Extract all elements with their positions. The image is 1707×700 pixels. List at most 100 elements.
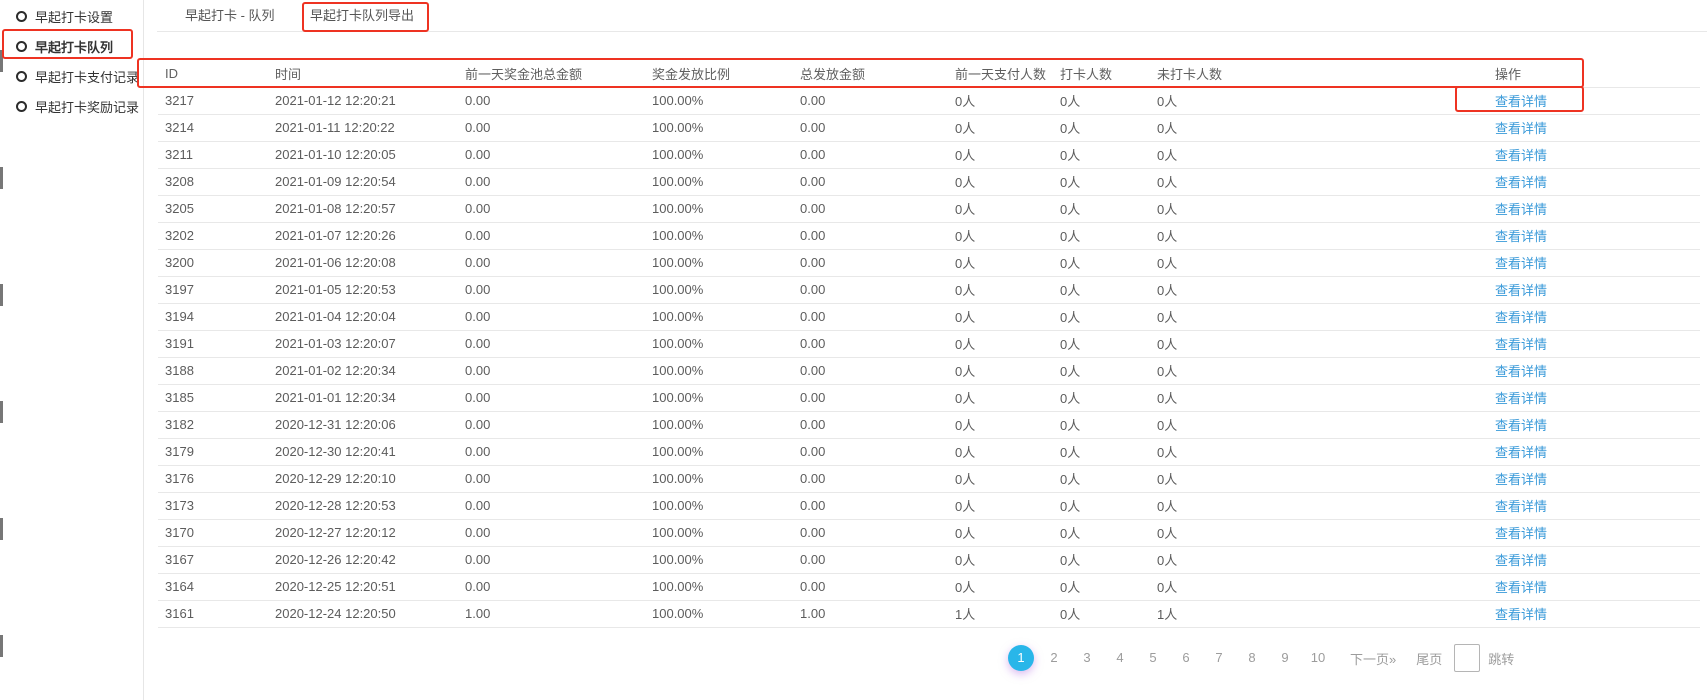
view-details-link[interactable]: 查看详情 [1495, 310, 1548, 325]
sidebar-item-label: 早起打卡设置 [35, 9, 114, 25]
view-details-link[interactable]: 查看详情 [1495, 499, 1548, 514]
left-edge-strip [0, 50, 3, 700]
page-number-1[interactable]: 1 [1008, 645, 1034, 671]
view-details-link[interactable]: 查看详情 [1495, 445, 1548, 460]
cell-unchecked: 0人 [1150, 492, 1488, 520]
sidebar-item-3[interactable]: 早起打卡奖励记录 [3, 91, 143, 121]
cell-id: 3191 [158, 330, 268, 358]
view-details-link[interactable]: 查看详情 [1495, 364, 1548, 379]
view-details-link[interactable]: 查看详情 [1495, 553, 1548, 568]
column-header: 奖金发放比例 [645, 60, 793, 88]
sidebar-item-1[interactable]: 早起打卡队列 [3, 31, 143, 61]
cell-ratio: 100.00% [645, 330, 793, 358]
view-details-link[interactable]: 查看详情 [1495, 472, 1548, 487]
view-details-link[interactable]: 查看详情 [1495, 256, 1548, 271]
cell-pool: 0.00 [458, 519, 645, 547]
page-number-6[interactable]: 6 [1182, 650, 1190, 665]
cell-action: 查看详情 [1488, 141, 1700, 169]
cell-total: 0.00 [793, 546, 948, 574]
view-details-link[interactable]: 查看详情 [1495, 391, 1548, 406]
cell-unchecked: 0人 [1150, 114, 1488, 142]
cell-pool: 0.00 [458, 168, 645, 196]
jump-page-input[interactable] [1454, 644, 1481, 672]
cell-total: 0.00 [793, 330, 948, 358]
jump-button[interactable]: 跳转 [1488, 651, 1515, 667]
cell-ratio: 100.00% [645, 222, 793, 250]
cell-pool: 0.00 [458, 87, 645, 115]
cell-paid: 0人 [948, 384, 1053, 412]
cell-pool: 0.00 [458, 465, 645, 493]
cell-total: 0.00 [793, 492, 948, 520]
cell-ratio: 100.00% [645, 87, 793, 115]
cell-time: 2020-12-26 12:20:42 [268, 546, 458, 574]
cell-action: 查看详情 [1488, 249, 1700, 277]
view-details-link[interactable]: 查看详情 [1495, 283, 1548, 298]
view-details-link[interactable]: 查看详情 [1495, 580, 1548, 595]
next-page-button[interactable]: 下一页» [1350, 651, 1397, 667]
cell-ratio: 100.00% [645, 168, 793, 196]
table-row: 3202 2021-01-07 12:20:26 0.00 100.00% 0.00 0人… [158, 222, 1700, 250]
page-number-4[interactable]: 4 [1116, 650, 1124, 665]
cell-id: 3205 [158, 195, 268, 223]
view-details-link[interactable]: 查看详情 [1495, 607, 1548, 622]
cell-ratio: 100.00% [645, 465, 793, 493]
page-number-8[interactable]: 8 [1248, 650, 1256, 665]
page-number-2[interactable]: 2 [1050, 650, 1058, 665]
table-row: 3208 2021-01-09 12:20:54 0.00 100.00% 0.00 0人… [158, 168, 1700, 196]
cell-time: 2020-12-31 12:20:06 [268, 411, 458, 439]
table-row: 3205 2021-01-08 12:20:57 0.00 100.00% 0.00 0人… [158, 195, 1700, 223]
cell-unchecked: 0人 [1150, 357, 1488, 385]
table-row: 3170 2020-12-27 12:20:12 0.00 100.00% 0.00 0人… [158, 519, 1700, 547]
cell-checked: 0人 [1053, 519, 1150, 547]
cell-action: 查看详情 [1488, 114, 1700, 142]
cell-id: 3202 [158, 222, 268, 250]
table-row: 3211 2021-01-10 12:20:05 0.00 100.00% 0.00 0人… [158, 141, 1700, 169]
page-number-5[interactable]: 5 [1149, 650, 1157, 665]
cell-total: 0.00 [793, 168, 948, 196]
page-number-9[interactable]: 9 [1281, 650, 1289, 665]
cell-action: 查看详情 [1488, 87, 1700, 115]
cell-checked: 0人 [1053, 222, 1150, 250]
cell-paid: 0人 [948, 357, 1053, 385]
radio-circle-icon [16, 100, 27, 112]
cell-ratio: 100.00% [645, 573, 793, 601]
cell-checked: 0人 [1053, 465, 1150, 493]
tab-underline [157, 31, 1707, 32]
view-details-link[interactable]: 查看详情 [1495, 418, 1548, 433]
view-details-link[interactable]: 查看详情 [1495, 148, 1548, 163]
cell-ratio: 100.00% [645, 195, 793, 223]
view-details-link[interactable]: 查看详情 [1495, 229, 1548, 244]
last-page-button[interactable]: 尾页 [1416, 651, 1443, 667]
cell-ratio: 100.00% [645, 384, 793, 412]
sidebar-item-0[interactable]: 早起打卡设置 [3, 1, 143, 31]
view-details-link[interactable]: 查看详情 [1495, 202, 1548, 217]
cell-pool: 0.00 [458, 492, 645, 520]
cell-checked: 0人 [1053, 249, 1150, 277]
column-header: ID [158, 60, 268, 88]
view-details-link[interactable]: 查看详情 [1495, 94, 1548, 109]
table-row: 3200 2021-01-06 12:20:08 0.00 100.00% 0.00 0人… [158, 249, 1700, 277]
sidebar-item-2[interactable]: 早起打卡支付记录 [3, 61, 143, 91]
cell-action: 查看详情 [1488, 276, 1700, 304]
cell-unchecked: 0人 [1150, 195, 1488, 223]
cell-id: 3197 [158, 276, 268, 304]
page-number-3[interactable]: 3 [1083, 650, 1091, 665]
tab-queue-export[interactable]: 早起打卡队列导出 [310, 8, 415, 23]
cell-paid: 0人 [948, 195, 1053, 223]
cell-id: 3214 [158, 114, 268, 142]
view-details-link[interactable]: 查看详情 [1495, 526, 1548, 541]
cell-total: 0.00 [793, 141, 948, 169]
view-details-link[interactable]: 查看详情 [1495, 337, 1548, 352]
page-number-10[interactable]: 10 [1310, 650, 1326, 665]
cell-id: 3173 [158, 492, 268, 520]
cell-checked: 0人 [1053, 357, 1150, 385]
column-header: 时间 [268, 60, 458, 88]
cell-pool: 1.00 [458, 600, 645, 628]
tab-queue[interactable]: 早起打卡 - 队列 [185, 8, 275, 23]
radio-circle-icon [16, 70, 27, 82]
cell-unchecked: 0人 [1150, 249, 1488, 277]
page-number-7[interactable]: 7 [1215, 650, 1223, 665]
view-details-link[interactable]: 查看详情 [1495, 175, 1548, 190]
view-details-link[interactable]: 查看详情 [1495, 121, 1548, 136]
cell-time: 2021-01-09 12:20:54 [268, 168, 458, 196]
